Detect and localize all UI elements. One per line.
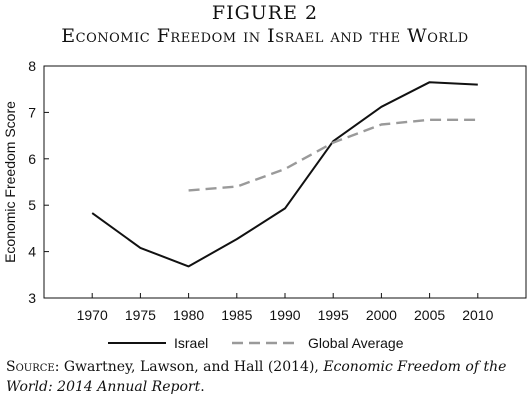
source-tail: . bbox=[200, 379, 205, 395]
y-axis-title: Economic Freedom Score bbox=[2, 101, 18, 263]
series bbox=[91, 81, 478, 268]
legend-label: Global Average bbox=[308, 335, 404, 351]
source-publication: Economic Freedom of the World: 2014 Annu… bbox=[6, 359, 507, 395]
x-tick-label: 1990 bbox=[269, 307, 300, 323]
x-tick-label: 2005 bbox=[414, 307, 445, 323]
chart-title: Economic Freedom in Israel and the World bbox=[61, 25, 469, 47]
y-tick-label: 7 bbox=[28, 104, 36, 120]
figure-label: FIGURE 2 bbox=[211, 2, 319, 24]
series-line-global-average bbox=[188, 118, 478, 192]
y-tick-label: 6 bbox=[28, 151, 36, 167]
axes bbox=[43, 65, 527, 299]
source-note: Source: Gwartney, Lawson, and Hall (2014… bbox=[6, 357, 526, 397]
series-line-israel bbox=[91, 81, 478, 268]
x-ticks: 1970 1975 1980 1985 1990 1995 2000 2005 2010 bbox=[77, 293, 494, 323]
x-tick-label: 1975 bbox=[125, 307, 156, 323]
y-tick-label: 5 bbox=[28, 197, 36, 213]
x-tick-label: 2000 bbox=[366, 307, 397, 323]
y-tick-label: 3 bbox=[28, 290, 36, 306]
y-ticks: 3 4 5 6 7 8 bbox=[28, 58, 49, 306]
x-tick-label: 1980 bbox=[173, 307, 204, 323]
y-tick-label: 4 bbox=[28, 244, 36, 260]
y-tick-label: 8 bbox=[28, 58, 36, 74]
legend-label: Israel bbox=[174, 335, 208, 351]
legend: Israel Global Average bbox=[108, 335, 404, 351]
x-tick-label: 2010 bbox=[462, 307, 493, 323]
plot-frame bbox=[43, 65, 527, 299]
x-tick-label: 1995 bbox=[318, 307, 349, 323]
source-lead: Source: bbox=[6, 359, 60, 375]
x-tick-label: 1985 bbox=[221, 307, 252, 323]
source-authors: Gwartney, Lawson, and Hall (2014), bbox=[59, 359, 324, 375]
x-tick-label: 1970 bbox=[77, 307, 108, 323]
